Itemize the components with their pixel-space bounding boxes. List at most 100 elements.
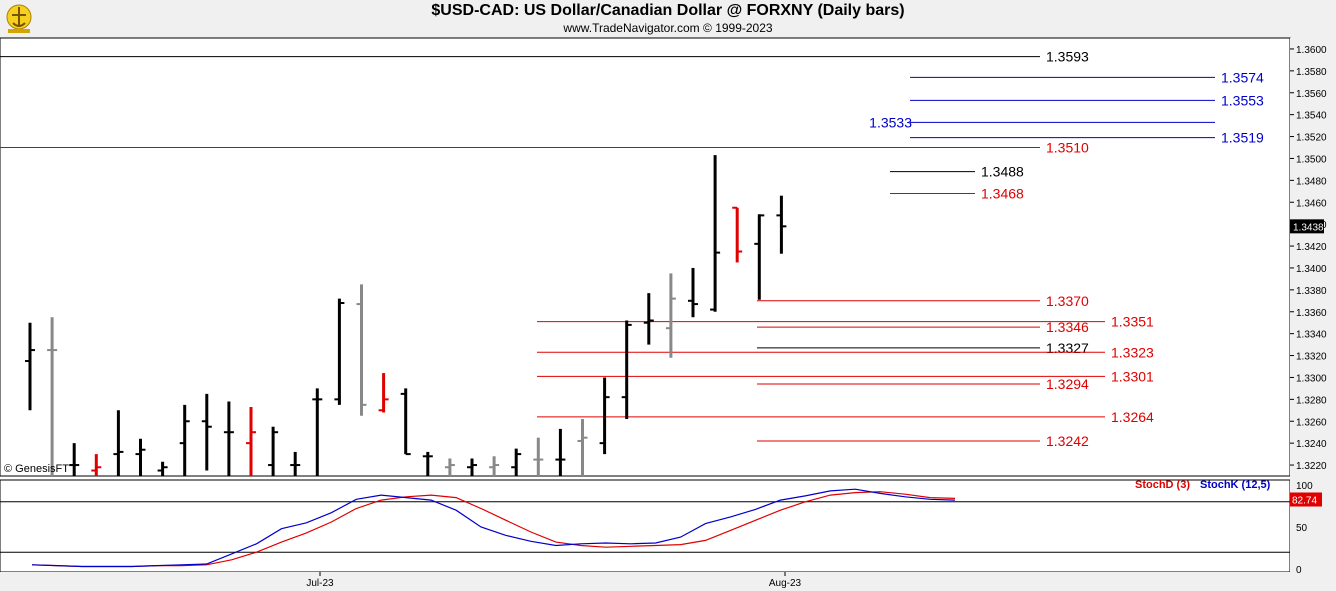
price-level-label: 1.3533 [869, 114, 912, 130]
ohlc-bar [223, 401, 234, 476]
price-axis-label: 1.3220 [1296, 461, 1327, 472]
price-level-label: 1.3294 [1046, 376, 1089, 392]
ohlc-bar [533, 437, 544, 476]
ohlc-bar [754, 214, 765, 300]
chart-header: $USD-CAD: US Dollar/Canadian Dollar @ FO… [0, 0, 1336, 38]
price-axis-label: 1.3360 [1296, 308, 1327, 319]
ohlc-bar [776, 195, 787, 254]
price-level-label: 1.3488 [981, 164, 1024, 180]
ohlc-bars [25, 155, 787, 476]
price-level-label: 1.3323 [1111, 344, 1154, 360]
price-level-label: 1.3351 [1111, 314, 1154, 330]
price-level-label: 1.3468 [981, 185, 1024, 201]
ohlc-bar [422, 451, 433, 476]
price-level-label: 1.3327 [1046, 340, 1089, 356]
ohlc-bar [511, 448, 522, 476]
price-axis-label: 1.3500 [1296, 154, 1327, 165]
price-level-label: 1.3346 [1046, 319, 1089, 335]
ohlc-bar [69, 443, 80, 476]
price-axis-label: 1.3300 [1296, 373, 1327, 384]
ohlc-bar [356, 284, 367, 416]
ohlc-bar [688, 267, 698, 318]
time-axis-background [0, 572, 1336, 591]
watermark: © GenesisFT [4, 463, 69, 475]
ohlc-bar [179, 404, 190, 476]
time-axis: Jul-23 Aug-23 [306, 572, 802, 589]
stoch-series-line [31, 488, 956, 568]
ohlc-bar [246, 407, 256, 476]
ohlc-bar [135, 438, 146, 476]
price-axis-label: 1.3460 [1296, 198, 1327, 209]
last-price-box [1290, 219, 1324, 234]
ohlc-bar [467, 458, 477, 476]
axis-background [1290, 38, 1336, 572]
ohlc-bar [577, 419, 588, 476]
ohlc-bar [334, 298, 345, 405]
ohlc-bar [665, 273, 676, 358]
price-axis-label: 1.3560 [1296, 89, 1327, 100]
price-axis-label: 1.3380 [1296, 286, 1327, 297]
genesis-logo-icon [6, 4, 32, 33]
price-axis: 1.3220 1.3240 1.3260 1.3280 1.3300 1.3320 1.33… [1290, 45, 1327, 472]
price-level-label: 1.3574 [1221, 69, 1264, 85]
price-axis-label: 1.3340 [1296, 330, 1327, 341]
price-plot-area [0, 37, 1291, 477]
ohlc-bar [91, 454, 102, 476]
price-axis-label: 1.3520 [1296, 133, 1327, 144]
ohlc-bar [312, 388, 323, 476]
ohlc-bar [25, 322, 35, 411]
price-axis-label: 1.3580 [1296, 67, 1327, 78]
price-axis-label: 1.3600 [1296, 45, 1327, 56]
ohlc-bar [378, 373, 389, 413]
price-level-label: 1.3553 [1221, 92, 1264, 108]
price-levels: 1.3593 1.3574 1.3553 1.3533 1.3519 1.3510 1.34… [0, 49, 1264, 449]
price-level-label: 1.3510 [1046, 140, 1089, 156]
chart-title: $USD-CAD: US Dollar/Canadian Dollar @ FO… [431, 2, 905, 19]
price-level-label: 1.3264 [1111, 409, 1154, 425]
chart-frame [0, 37, 1336, 591]
ohlc-bar [732, 206, 743, 263]
ohlc-bar [643, 293, 654, 345]
ohlc-bar [268, 426, 279, 476]
time-axis-label: Jul-23 [306, 578, 334, 589]
price-axis-label: 1.3240 [1296, 439, 1327, 450]
time-axis-label: Aug-23 [769, 578, 802, 589]
stoch-last-value-box [1290, 492, 1322, 507]
price-axis-label: 1.3480 [1296, 176, 1327, 187]
price-level-label: 1.3593 [1046, 49, 1089, 65]
stochastic-panel: StochD (3) StochK (12,5) 0 50 100 82.74 [0, 479, 1322, 576]
ohlc-bar [599, 377, 610, 455]
price-level-label: 1.3519 [1221, 130, 1264, 146]
ohlc-bar [290, 451, 301, 476]
price-level-label: 1.3242 [1046, 433, 1089, 449]
stoch-legend-k: StochK (12,5) [1200, 479, 1271, 491]
price-axis-label: 1.3400 [1296, 264, 1327, 275]
chart-subtitle: www.TradeNavigator.com © 1999-2023 [563, 21, 773, 35]
price-level-label: 1.3370 [1046, 293, 1089, 309]
stoch-axis-label: 100 [1296, 481, 1313, 492]
ohlc-bar [710, 155, 721, 312]
price-level-label: 1.3301 [1111, 368, 1154, 384]
ohlc-bar [489, 456, 500, 476]
ohlc-bar [201, 393, 212, 471]
price-axis-label: 1.3540 [1296, 111, 1327, 122]
ohlc-bar [555, 428, 566, 476]
price-axis-label: 1.3260 [1296, 417, 1327, 428]
ohlc-bar [113, 410, 124, 476]
ohlc-bar [47, 317, 58, 476]
stoch-plot-area [0, 479, 1291, 573]
ohlc-bar [157, 461, 168, 476]
price-axis-label: 1.3420 [1296, 242, 1327, 253]
stoch-last-value-label: 82.74 [1292, 495, 1317, 506]
stoch-legend-d: StochD (3) [1135, 479, 1190, 491]
ohlc-bar [444, 458, 455, 476]
last-price-label: 1.3438 [1293, 222, 1324, 233]
price-axis-label: 1.3320 [1296, 352, 1327, 363]
stoch-axis-label: 0 [1296, 565, 1302, 576]
ohlc-bar [621, 320, 632, 420]
ohlc-bar [400, 388, 411, 456]
stoch-series-line [31, 491, 956, 568]
price-axis-label: 1.3280 [1296, 395, 1327, 406]
stoch-axis-label: 50 [1296, 523, 1308, 534]
